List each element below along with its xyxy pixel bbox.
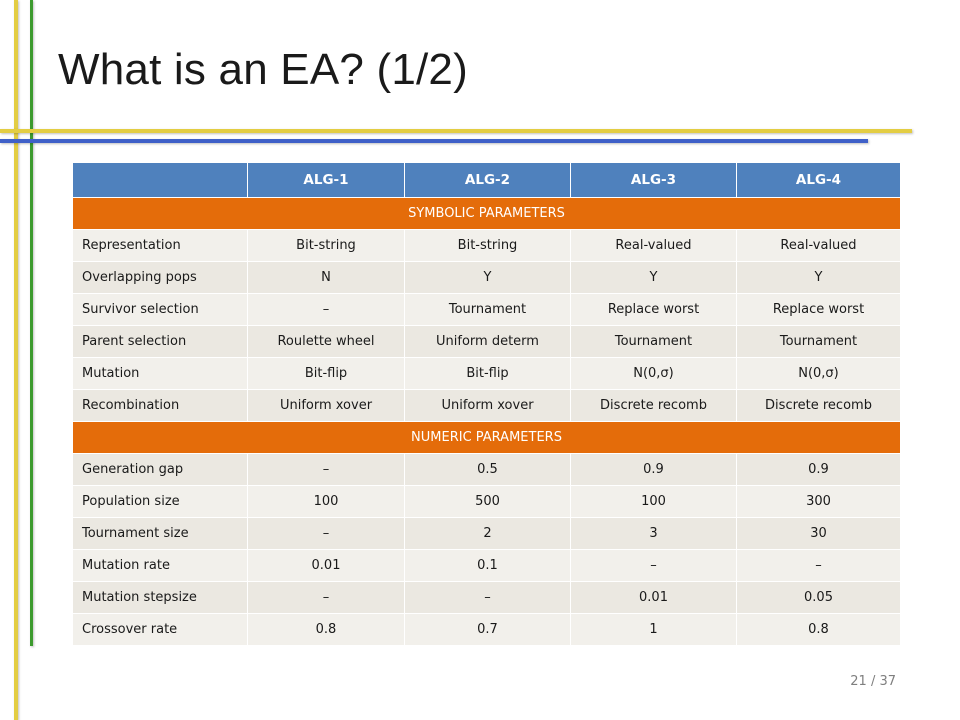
table-cell: 300 [736, 485, 901, 518]
table-cell: 0.9 [570, 453, 737, 486]
table-header-row: ALG-1 ALG-2 ALG-3 ALG-4 [72, 162, 901, 198]
table-row: Overlapping pops N Y Y Y [72, 261, 901, 294]
table-cell: N(0,σ) [736, 357, 901, 390]
page-number: 21 / 37 [850, 674, 896, 689]
table-cell: N [247, 261, 405, 294]
table-row: Parent selection Roulette wheel Uniform de… [72, 325, 901, 358]
table-cell: 0.1 [404, 549, 571, 582]
table-cell: Tournament [570, 325, 737, 358]
header-cell-alg-1: ALG-1 [247, 162, 405, 198]
table-row: Mutation rate 0.01 0.1– – [72, 549, 901, 582]
row-label: Mutation [72, 357, 248, 390]
table-cell: 0.5 [404, 453, 571, 486]
row-label: Population size [72, 485, 248, 518]
table-cell: Real-valued [570, 229, 737, 262]
table-cell: 100 [247, 485, 405, 518]
table-cell: Uniform determ [404, 325, 571, 358]
table-cell: N(0,σ) [570, 357, 737, 390]
table-cell: 100 [570, 485, 737, 518]
table-cell: 0.9 [736, 453, 901, 486]
row-label: Overlapping pops [72, 261, 248, 294]
table-cell: 3 [570, 517, 737, 550]
row-label: Representation [72, 229, 248, 262]
table-cell: 0.7 [404, 613, 571, 646]
row-label: Survivor selection [72, 293, 248, 326]
table-cell: – [247, 581, 405, 614]
table-cell: Replace worst [570, 293, 737, 326]
table-cell: – [247, 453, 405, 486]
table-cell: Uniform xover [404, 389, 571, 422]
table-cell: 0.8 [736, 613, 901, 646]
table-cell: Y [404, 261, 571, 294]
section-header-row: NUMERIC PARAMETERS [72, 421, 901, 454]
table-cell: 0.8 [247, 613, 405, 646]
vertical-green-rule [30, 0, 33, 646]
section-header-row: SYMBOLIC PARAMETERS [72, 197, 901, 230]
table-cell: 0.05 [736, 581, 901, 614]
table-cell: 30 [736, 517, 901, 550]
table-cell: 0.01 [247, 549, 405, 582]
table-cell: Discrete recomb [736, 389, 901, 422]
table-cell: Real-valued [736, 229, 901, 262]
table-cell: 0.01 [570, 581, 737, 614]
header-cell-alg-4: ALG-4 [736, 162, 901, 198]
table-row: Recombination Uniform xover Uniform xover D… [72, 389, 901, 422]
table-cell: Replace worst [736, 293, 901, 326]
header-cell-alg-3: ALG-3 [570, 162, 737, 198]
slide-title: What is an EA? (1/2) [58, 45, 468, 94]
table-row: Generation gap –0.5 0.9 0.9 [72, 453, 901, 486]
section-header: NUMERIC PARAMETERS [72, 421, 901, 454]
parameters-table: ALG-1 ALG-2 ALG-3 ALG-4 SYMBOLIC PARAMET… [72, 162, 901, 646]
section-header: SYMBOLIC PARAMETERS [72, 197, 901, 230]
table-row: Mutation Bit-flip Bit-flip N(0,σ) N(0,σ) [72, 357, 901, 390]
table-row: Population size 100 500 100 300 [72, 485, 901, 518]
horizontal-blue-rule [0, 139, 868, 143]
table-cell: Bit-flip [404, 357, 571, 390]
table-cell: Bit-string [247, 229, 405, 262]
table-row: Mutation stepsize – –0.01 0.05 [72, 581, 901, 614]
table-row: Representation Bit-string Bit-string Real-v… [72, 229, 901, 262]
vertical-yellow-rule [14, 0, 18, 720]
table-cell: Bit-flip [247, 357, 405, 390]
row-label: Crossover rate [72, 613, 248, 646]
header-cell-corner [72, 162, 248, 198]
header-cell-alg-2: ALG-2 [404, 162, 571, 198]
row-label: Recombination [72, 389, 248, 422]
row-label: Tournament size [72, 517, 248, 550]
table-cell: 1 [570, 613, 737, 646]
row-label: Generation gap [72, 453, 248, 486]
table-cell: 2 [404, 517, 571, 550]
table-cell: Bit-string [404, 229, 571, 262]
table-cell: Roulette wheel [247, 325, 405, 358]
table-cell: – [570, 549, 737, 582]
table-cell: Tournament [736, 325, 901, 358]
table-cell: – [247, 293, 405, 326]
horizontal-yellow-rule [0, 129, 912, 133]
table-row: Survivor selection – Tournament Replace wor… [72, 293, 901, 326]
table-cell: Y [736, 261, 901, 294]
row-label: Mutation rate [72, 549, 248, 582]
table-cell: – [247, 517, 405, 550]
row-label: Mutation stepsize [72, 581, 248, 614]
table-cell: Uniform xover [247, 389, 405, 422]
table-row: Tournament size –2 3 30 [72, 517, 901, 550]
table-cell: Tournament [404, 293, 571, 326]
table-row: Crossover rate 0.8 0.7 1 0.8 [72, 613, 901, 646]
table-body: SYMBOLIC PARAMETERS Representation Bit-str… [72, 197, 901, 646]
table-cell: Y [570, 261, 737, 294]
table-cell: – [404, 581, 571, 614]
table-cell: Discrete recomb [570, 389, 737, 422]
row-label: Parent selection [72, 325, 248, 358]
table-cell: – [736, 549, 901, 582]
table-cell: 500 [404, 485, 571, 518]
